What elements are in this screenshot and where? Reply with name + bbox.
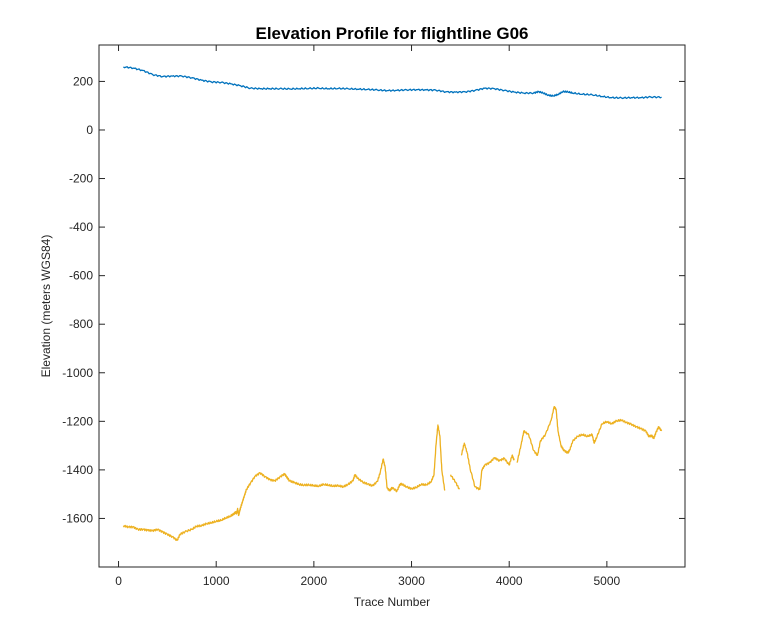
- y-tick-label: -1600: [62, 511, 93, 525]
- x-tick-label: 1000: [203, 574, 230, 588]
- series-line-1-segment-3: [516, 406, 663, 463]
- x-tick-label: 4000: [496, 574, 523, 588]
- plot-area: [99, 45, 685, 567]
- y-tick-label: -200: [69, 172, 93, 186]
- y-tick-label: -1200: [62, 414, 93, 428]
- y-axis-label: Elevation (meters WGS84): [39, 235, 53, 378]
- x-tick-label: 0: [115, 574, 122, 588]
- y-tick-label: -400: [69, 220, 93, 234]
- series-line-1-segment-2: [460, 442, 515, 491]
- y-tick-label: -800: [69, 317, 93, 331]
- y-tick-label: -1400: [62, 463, 93, 477]
- y-tick-label: -600: [69, 269, 93, 283]
- plot-box: [98, 44, 686, 568]
- y-tick-label: -1000: [62, 366, 93, 380]
- y-tick-label: 200: [73, 74, 93, 88]
- series-line-0: [123, 66, 662, 100]
- x-tick-label: 3000: [398, 574, 425, 588]
- x-tick-label: 5000: [594, 574, 621, 588]
- series-line-1-segment-0: [122, 424, 446, 541]
- series-layer: [122, 66, 663, 541]
- series-line-1-segment-1: [449, 474, 460, 490]
- x-axis-label: Trace Number: [354, 595, 430, 609]
- ticks-layer: 0 1000 2000 3000 4000 50002000-200-400-600-80…: [62, 45, 685, 588]
- x-tick-label: 2000: [301, 574, 328, 588]
- chart-title: Elevation Profile for flightline G06: [256, 24, 529, 43]
- y-tick-label: 0: [86, 123, 93, 137]
